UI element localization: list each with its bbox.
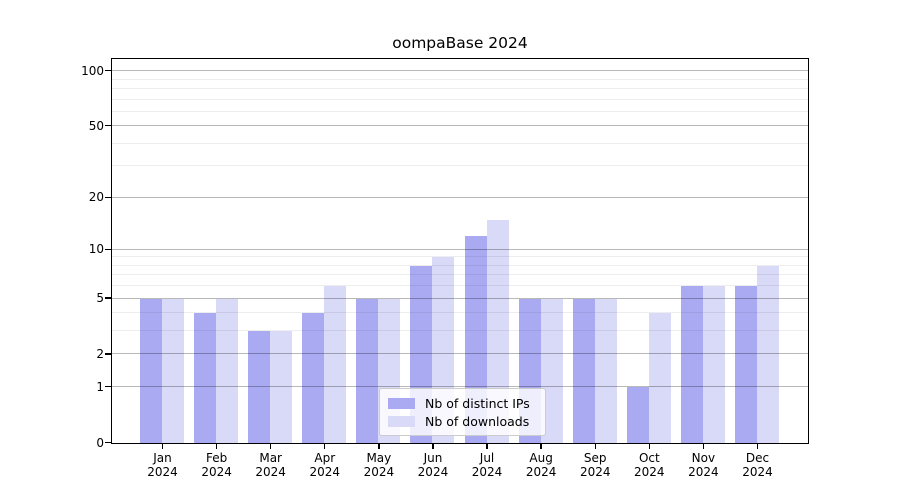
x-tick-label: Jul 2024 [471,451,503,479]
gridline-major [112,70,808,72]
x-tick-mark [648,444,650,449]
y-tick-label: 100 [81,63,104,78]
legend-swatch-downloads [388,415,415,427]
x-tick-mark [540,444,542,449]
bar-downloads [324,286,347,443]
y-tick-mark [105,125,111,127]
bar-downloads [702,286,725,443]
y-tick-mark [105,70,111,72]
bar-distinct-ips [356,298,379,443]
bar-downloads [162,298,184,443]
y-tick-label: 1 [96,379,104,394]
bar-distinct-ips [572,298,595,443]
gridline-minor [112,312,808,314]
legend-label-downloads: Nb of downloads [425,413,530,429]
gridline-minor [112,142,808,144]
y-tick-label: 0 [96,435,104,450]
x-tick-label: Aug 2024 [525,451,557,479]
y-tick-label: 2 [96,346,104,361]
chart-title: oompaBase 2024 [392,34,528,52]
bar-distinct-ips [140,298,162,443]
bar-downloads [594,298,617,443]
gridline-major [112,196,808,198]
x-tick-mark [486,444,488,449]
bar-downloads [648,313,671,443]
x-tick-label: Apr 2024 [309,451,341,479]
x-tick-label: May 2024 [363,451,395,479]
x-tick-label: Jan 2024 [147,451,178,479]
gridline-minor [112,256,808,258]
bar-downloads [756,265,779,443]
gridline-major [112,297,808,299]
x-tick-mark [161,444,164,449]
bar-distinct-ips [248,331,271,443]
x-tick-label: Sep 2024 [579,451,611,479]
bar-distinct-ips [734,286,757,443]
legend-label-distinct-ips: Nb of distinct IPs [425,395,530,411]
x-tick-mark [702,444,705,449]
y-tick-mark [105,353,111,355]
gridline-major [112,386,808,388]
legend-item-downloads: Nb of downloads [388,415,537,428]
bar-downloads [540,298,563,443]
x-tick-label: Mar 2024 [255,451,286,479]
x-tick-mark [378,444,380,449]
y-tick-mark [105,196,111,198]
y-tick-label: 20 [88,190,104,205]
gridline-major [112,353,808,355]
y-tick-mark [105,248,111,250]
gridline-minor [112,264,808,266]
bar-distinct-ips [194,313,217,443]
gridline-minor [112,98,808,100]
x-tick-mark [756,444,759,449]
y-tick-label: 5 [96,291,104,306]
bar-downloads [486,219,509,443]
x-tick-label: Feb 2024 [201,451,232,479]
bar-distinct-ips [626,387,649,443]
gridline-major [112,248,808,250]
y-tick-label: 50 [88,118,104,133]
x-tick-mark [324,444,326,449]
bar-distinct-ips [302,313,325,443]
gridline-minor [112,78,808,80]
bar-distinct-ips [680,286,703,443]
x-tick-label: Nov 2024 [688,451,719,479]
gridline-minor [112,165,808,167]
x-tick-label: Jun 2024 [417,451,449,479]
x-tick-mark [594,444,596,449]
x-tick-label: Dec 2024 [742,451,773,479]
bar-downloads [270,331,293,443]
gridline-minor [112,110,808,112]
legend-item-distinct-ips: Nb of distinct IPs [388,397,537,410]
plot-area [111,58,809,444]
legend: Nb of distinct IPs Nb of downloads [379,388,546,436]
y-tick-mark [105,297,111,299]
gridline-minor [112,87,808,89]
gridline-minor [112,285,808,287]
bar-downloads [216,298,239,443]
gridline-minor [112,274,808,276]
gridline-minor [112,330,808,332]
x-tick-mark [215,444,218,449]
legend-swatch-distinct-ips [388,397,415,409]
x-tick-mark [432,444,434,449]
x-tick-label: Oct 2024 [634,451,665,479]
x-tick-mark [270,444,272,449]
y-tick-mark [105,441,111,444]
gridline-major [112,125,808,127]
y-tick-label: 10 [88,242,104,257]
y-tick-mark [105,386,111,388]
